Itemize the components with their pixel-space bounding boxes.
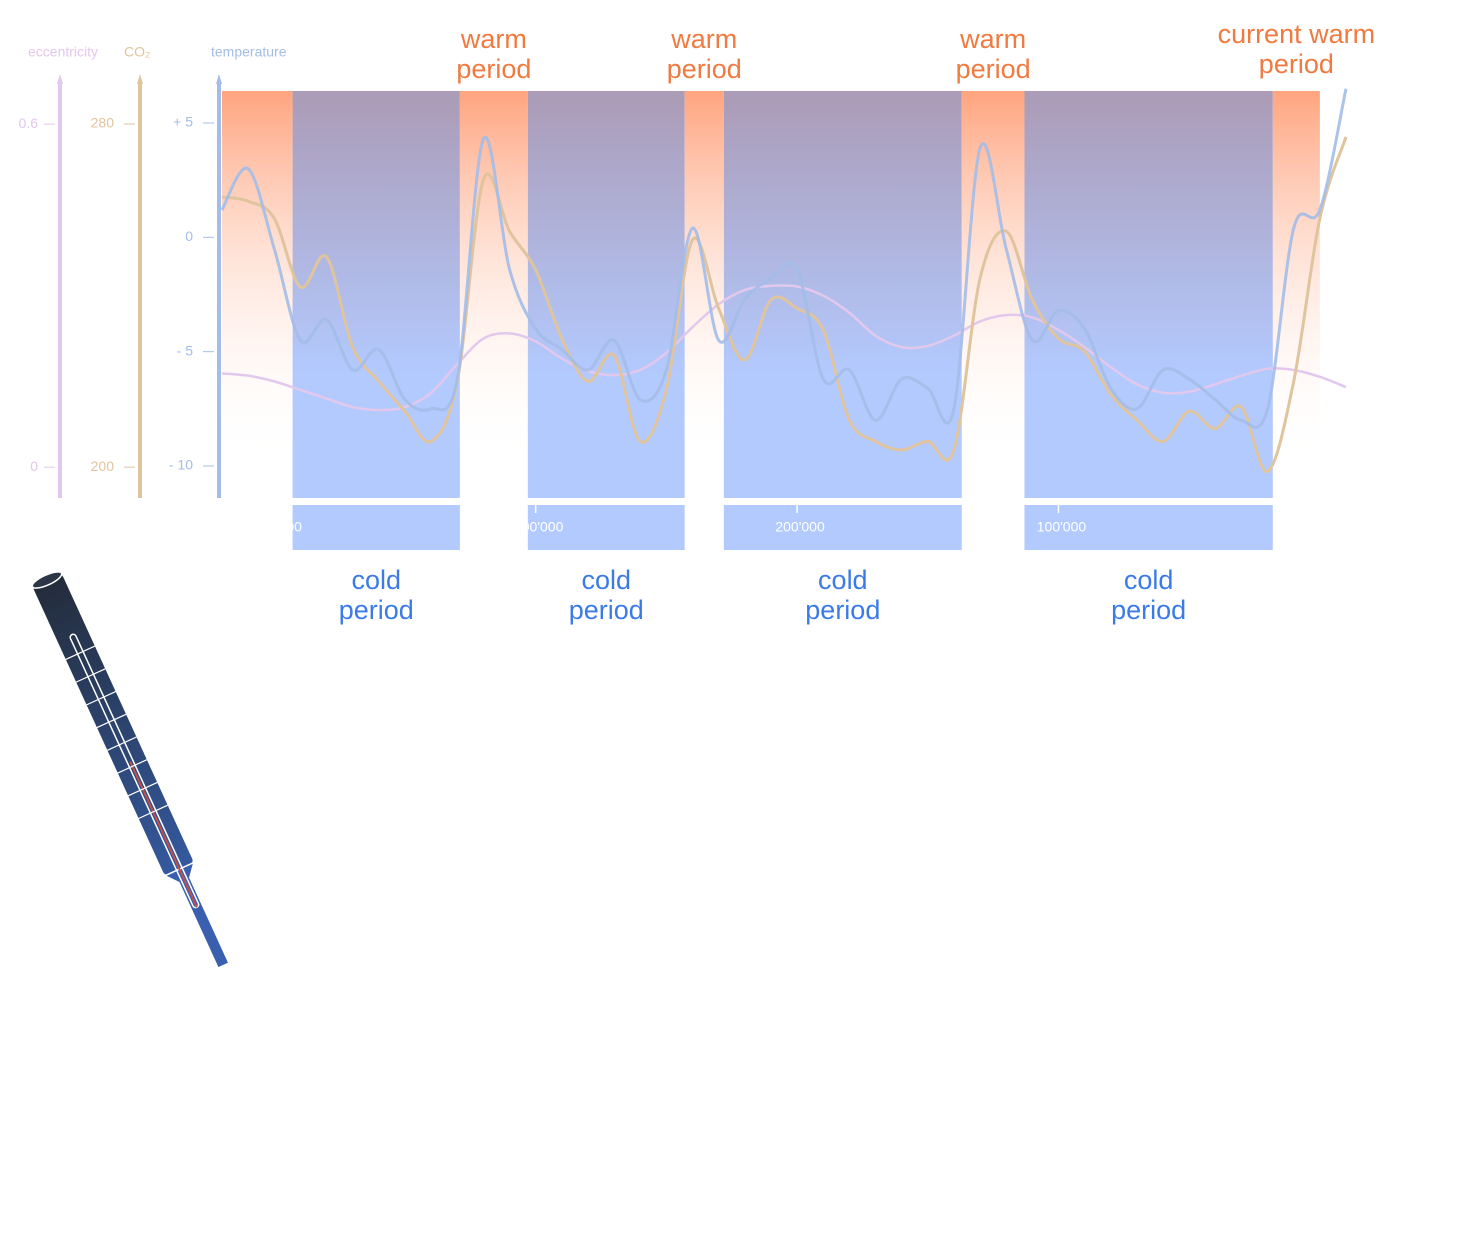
- y-tick-label: 200: [91, 458, 115, 474]
- axis-bar: [58, 82, 62, 498]
- axis-bar: [217, 82, 221, 498]
- x-tick-label: 300'000: [514, 519, 564, 535]
- warm-band: [961, 91, 1025, 466]
- y-tick-label: - 5: [177, 342, 194, 358]
- x-tick-label: 100'000: [1037, 519, 1087, 535]
- warm-label: warm period: [456, 24, 532, 84]
- warm-band: [1272, 91, 1320, 466]
- cold-label: cold period: [338, 565, 414, 625]
- cold-label: cold period: [805, 565, 881, 625]
- cold-band: [292, 91, 460, 498]
- y-tick-label: - 10: [169, 457, 193, 473]
- thermometer: [31, 571, 230, 970]
- axis-bar: [138, 82, 142, 498]
- axis-arrow: [57, 74, 63, 84]
- x-tick-label: 200'000: [775, 519, 825, 535]
- cold-band: [723, 91, 962, 498]
- y-tick-label: 0.6: [19, 115, 39, 131]
- cold-label: cold period: [1111, 565, 1187, 625]
- axis-arrow: [216, 74, 222, 84]
- axis-title: temperature: [211, 44, 287, 60]
- y-tick-label: 280: [91, 115, 115, 131]
- axis-title: eccentricity: [28, 44, 98, 60]
- cold-strip: [292, 505, 460, 550]
- cold-strip: [1024, 505, 1273, 550]
- series-line: [221, 284, 1347, 412]
- warm-label: warm period: [955, 24, 1031, 84]
- y-tick-label: 0: [30, 458, 38, 474]
- x-tick-label: 400'000: [253, 519, 303, 535]
- y-tick-label: + 5: [173, 114, 193, 130]
- warm-label: current warm period: [1217, 19, 1376, 79]
- cold-label: cold period: [568, 565, 644, 625]
- cold-strip: [723, 505, 962, 550]
- cold-band: [527, 91, 685, 498]
- series-line: [220, 88, 1348, 429]
- series-line: [221, 136, 1348, 473]
- warm-label: warm period: [666, 24, 742, 84]
- axis-title: CO₂: [124, 44, 150, 60]
- axis-arrow: [137, 74, 143, 84]
- y-tick-label: 0: [185, 228, 193, 244]
- cold-strip: [527, 505, 685, 550]
- cold-band: [1024, 91, 1273, 498]
